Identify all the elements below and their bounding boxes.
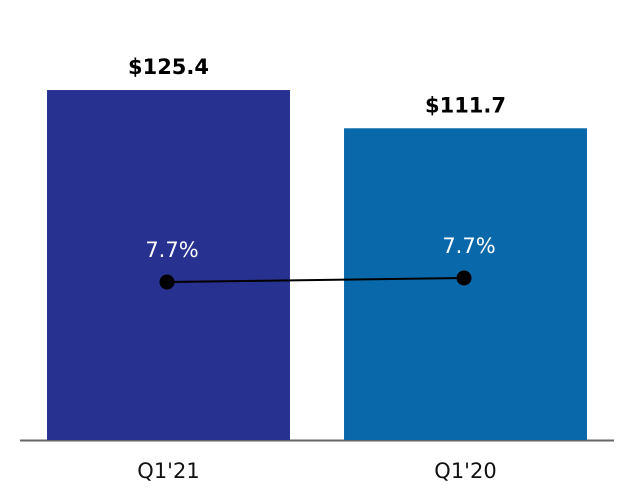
line-value-label: 7.7% [145,238,198,262]
x-tick-label: Q1'21 [137,459,199,483]
line-marker [456,270,472,286]
bar-value-label: $125.4 [128,55,209,79]
line-marker [159,274,175,290]
bar-value-label: $111.7 [425,93,506,117]
x-tick-label: Q1'20 [434,459,496,483]
line-value-label: 7.7% [442,234,495,258]
bar [47,90,290,440]
line [166,277,465,283]
